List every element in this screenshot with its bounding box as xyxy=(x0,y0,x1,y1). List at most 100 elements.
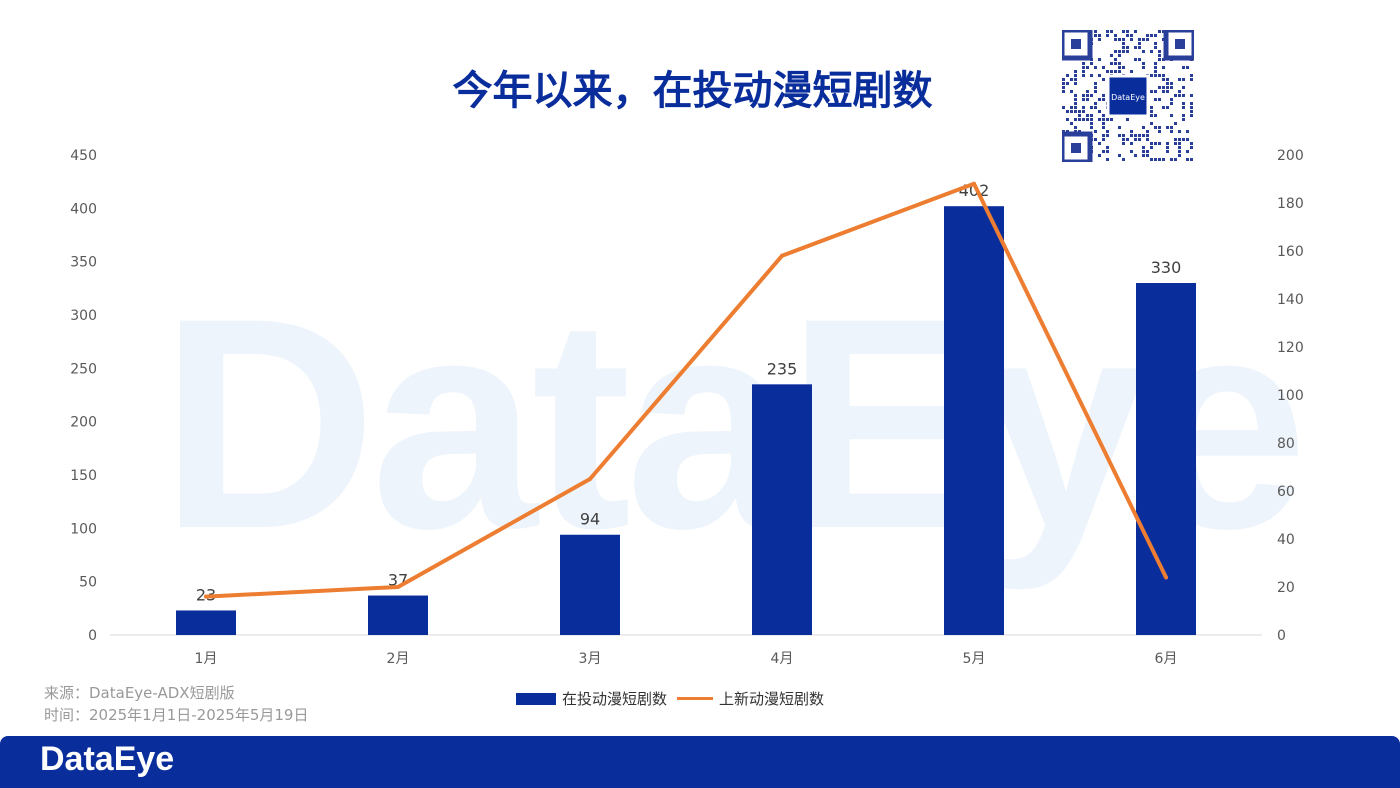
bar xyxy=(1136,283,1196,635)
qr-module xyxy=(1074,106,1077,109)
qr-module xyxy=(1082,106,1085,109)
qr-module xyxy=(1138,58,1141,61)
qr-module xyxy=(1098,110,1101,113)
qr-module xyxy=(1170,114,1173,117)
qr-module xyxy=(1158,126,1161,129)
qr-module xyxy=(1178,138,1181,141)
source-note: 来源：DataEye-ADX短剧版 时间：2025年1月1日-2025年5月19… xyxy=(44,682,308,726)
qr-module xyxy=(1086,94,1089,97)
qr-module xyxy=(1162,106,1165,109)
qr-module xyxy=(1190,106,1193,109)
qr-module xyxy=(1182,106,1185,109)
qr-module xyxy=(1066,110,1069,113)
legend-label-bar: 在投动漫短剧数 xyxy=(562,690,668,708)
y-left-tick-label: 350 xyxy=(70,255,97,271)
qr-module xyxy=(1174,138,1177,141)
qr-module xyxy=(1090,122,1093,125)
qr-module xyxy=(1062,78,1065,81)
qr-module xyxy=(1130,150,1133,153)
qr-module xyxy=(1078,118,1081,121)
qr-module xyxy=(1154,98,1157,101)
qr-module xyxy=(1186,138,1189,141)
qr-module xyxy=(1158,86,1161,89)
qr-module xyxy=(1098,98,1101,101)
qr-module xyxy=(1162,74,1165,77)
qr-module xyxy=(1074,70,1077,73)
qr-module xyxy=(1102,78,1105,81)
qr-module xyxy=(1158,130,1161,133)
qr-logo-text: DataEye xyxy=(1111,93,1145,102)
qr-module xyxy=(1122,158,1125,161)
qr-module xyxy=(1082,70,1085,73)
qr-module xyxy=(1190,146,1193,149)
qr-module xyxy=(1090,114,1093,117)
y-right-tick-label: 200 xyxy=(1277,148,1304,164)
qr-module xyxy=(1118,70,1121,73)
qr-module xyxy=(1166,90,1169,93)
qr-module xyxy=(1122,30,1125,33)
qr-module xyxy=(1102,122,1105,125)
y-right-tick-label: 100 xyxy=(1277,388,1304,404)
qr-module xyxy=(1182,78,1185,81)
qr-module xyxy=(1134,134,1137,137)
qr-module xyxy=(1094,138,1097,141)
qr-module xyxy=(1170,130,1173,133)
qr-code: DataEye xyxy=(1062,30,1194,162)
qr-module xyxy=(1126,118,1129,121)
y-right-tick-label: 160 xyxy=(1277,244,1304,260)
qr-module xyxy=(1178,94,1181,97)
qr-module xyxy=(1106,158,1109,161)
qr-module xyxy=(1082,94,1085,97)
qr-module xyxy=(1098,118,1101,121)
qr-module xyxy=(1082,110,1085,113)
qr-module xyxy=(1126,50,1129,53)
qr-module xyxy=(1118,50,1121,53)
qr-module xyxy=(1146,154,1149,157)
qr-module xyxy=(1114,62,1117,65)
qr-module xyxy=(1138,138,1141,141)
qr-module xyxy=(1146,34,1149,37)
qr-module xyxy=(1122,138,1125,141)
qr-module xyxy=(1102,134,1105,137)
qr-module xyxy=(1070,110,1073,113)
qr-module xyxy=(1074,110,1077,113)
bar xyxy=(176,610,236,635)
qr-module xyxy=(1158,142,1161,145)
qr-module xyxy=(1082,74,1085,77)
qr-module xyxy=(1166,150,1169,153)
qr-module xyxy=(1118,54,1121,57)
qr-module xyxy=(1146,150,1149,153)
qr-module xyxy=(1098,74,1101,77)
y-left-tick-label: 300 xyxy=(70,308,97,324)
qr-module xyxy=(1158,158,1161,161)
qr-module xyxy=(1102,66,1105,69)
qr-module xyxy=(1182,66,1185,69)
qr-module xyxy=(1178,146,1181,149)
qr-module xyxy=(1150,90,1153,93)
qr-module xyxy=(1146,130,1149,133)
bar xyxy=(368,595,428,635)
qr-module xyxy=(1126,34,1129,37)
qr-module xyxy=(1122,46,1125,49)
qr-module xyxy=(1182,86,1185,89)
qr-module xyxy=(1094,82,1097,85)
qr-module xyxy=(1094,106,1097,109)
qr-module xyxy=(1106,146,1109,149)
line-point xyxy=(204,594,208,599)
qr-module xyxy=(1178,154,1181,157)
qr-module xyxy=(1082,118,1085,121)
qr-module xyxy=(1130,130,1133,133)
qr-module xyxy=(1190,74,1193,77)
qr-module xyxy=(1106,34,1109,37)
qr-module xyxy=(1090,126,1093,129)
qr-module xyxy=(1134,30,1137,33)
y-left-tick-label: 150 xyxy=(70,468,97,484)
qr-module xyxy=(1102,94,1105,97)
bar xyxy=(560,534,620,635)
bar xyxy=(752,384,812,635)
qr-module xyxy=(1162,158,1165,161)
x-tick-label: 2月 xyxy=(387,651,410,667)
legend: 在投动漫短剧数 上新动漫短剧数 xyxy=(516,688,824,709)
qr-finder-center xyxy=(1071,143,1081,153)
qr-module xyxy=(1178,142,1181,145)
